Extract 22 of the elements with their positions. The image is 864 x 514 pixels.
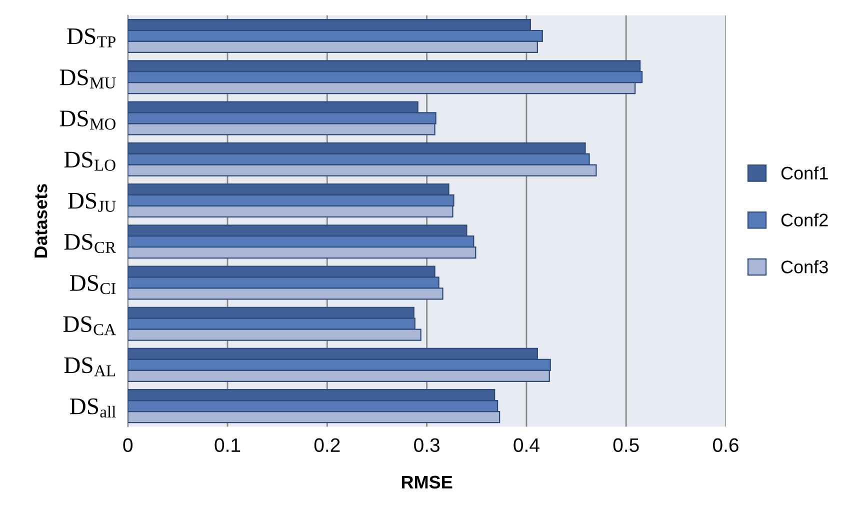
x-tick-label: 0.3	[414, 438, 440, 452]
x-tick-label: 0.5	[613, 438, 639, 452]
y-tick-label: DS$_{MU}$	[60, 69, 116, 89]
legend-label: Conf2	[781, 213, 828, 226]
y-tick-label: DS$_{MO}$	[60, 110, 116, 130]
y-tick-label: DS$_{JU}$	[68, 192, 116, 212]
legend-label: Conf3	[781, 260, 828, 274]
y-tick-label: DS$_{AL}$	[64, 357, 116, 376]
y-tick-label: DS$_{LO}$	[64, 152, 116, 171]
x-tick-label: 0.1	[214, 438, 240, 452]
x-tick-label: 0	[123, 438, 133, 452]
y-tick-label: DS$_{CI}$	[70, 275, 116, 294]
x-tick-label: 0.4	[514, 438, 540, 452]
legend-label: Conf1	[781, 166, 828, 180]
x-tick-label: 0.2	[314, 438, 340, 452]
y-tick-label: DS$_{all}$	[70, 398, 116, 418]
x-tick-label: 0.6	[713, 438, 738, 452]
y-tick-label: DS$_{TP}$	[67, 28, 116, 48]
y-axis-title: Datasets	[34, 184, 48, 258]
x-axis-title: RMSE	[402, 476, 452, 489]
y-tick-label: DS$_{CR}$	[64, 234, 116, 253]
y-tick-label: DS$_{CA}$	[63, 316, 116, 336]
